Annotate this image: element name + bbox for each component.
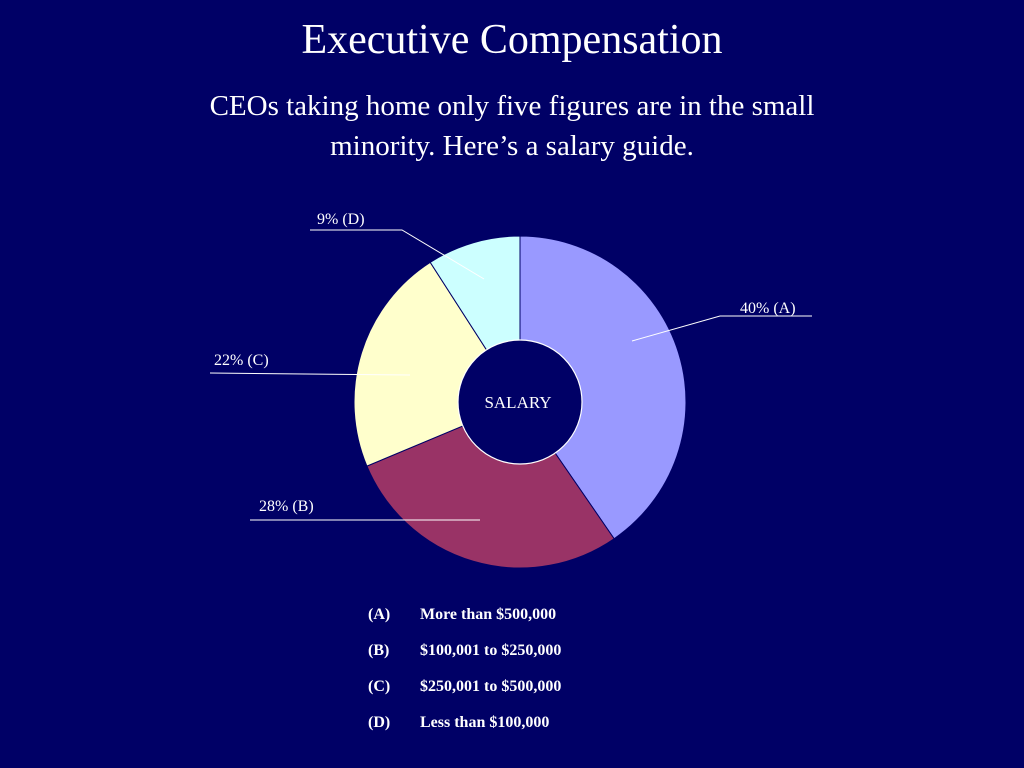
salary-legend: (A) More than $500,000 (B) $100,001 to $25… <box>368 603 561 747</box>
legend-key-a: (A) <box>368 606 391 623</box>
slice-label-b: 28% (B) <box>259 498 314 515</box>
leader-line-d <box>310 229 485 280</box>
leader-line-a <box>631 315 812 342</box>
legend-text-d: Less than $100,000 <box>420 714 550 731</box>
legend-item-c: (C) $250,001 to $500,000 <box>368 675 561 711</box>
legend-item-b: (B) $100,001 to $250,000 <box>368 639 561 675</box>
legend-text-a: More than $500,000 <box>420 606 557 623</box>
slide-subtitle: CEOs taking home only five figures are i… <box>112 86 912 166</box>
slide-title: Executive Compensation <box>301 17 723 63</box>
slice-label-c: 22% (C) <box>214 352 269 369</box>
leader-line-c <box>209 372 411 376</box>
slice-b <box>366 401 615 569</box>
slice-a <box>519 235 687 540</box>
legend-item-a: (A) More than $500,000 <box>368 603 561 639</box>
center-label: SALARY <box>484 393 551 412</box>
donut-hole <box>457 339 583 465</box>
slice-label-a: 40% (A) <box>740 300 796 317</box>
legend-key-c: (C) <box>368 678 391 695</box>
slice-label-d: 9% (D) <box>317 211 365 228</box>
subtitle-line-2: minority. Here’s a salary guide. <box>330 130 694 162</box>
legend-text-c: $250,001 to $500,000 <box>420 678 562 695</box>
slice-labels: 40% (A) 28% (B) 22% (C) 9% (D) <box>214 211 796 515</box>
legend-key-d: (D) <box>368 714 391 731</box>
legend-item-d: (D) Less than $100,000 <box>368 711 561 747</box>
legend-key-b: (B) <box>368 642 390 659</box>
subtitle-line-1: CEOs taking home only five figures are i… <box>209 90 815 122</box>
leader-lines <box>209 229 812 521</box>
legend-text-b: $100,001 to $250,000 <box>420 642 562 659</box>
